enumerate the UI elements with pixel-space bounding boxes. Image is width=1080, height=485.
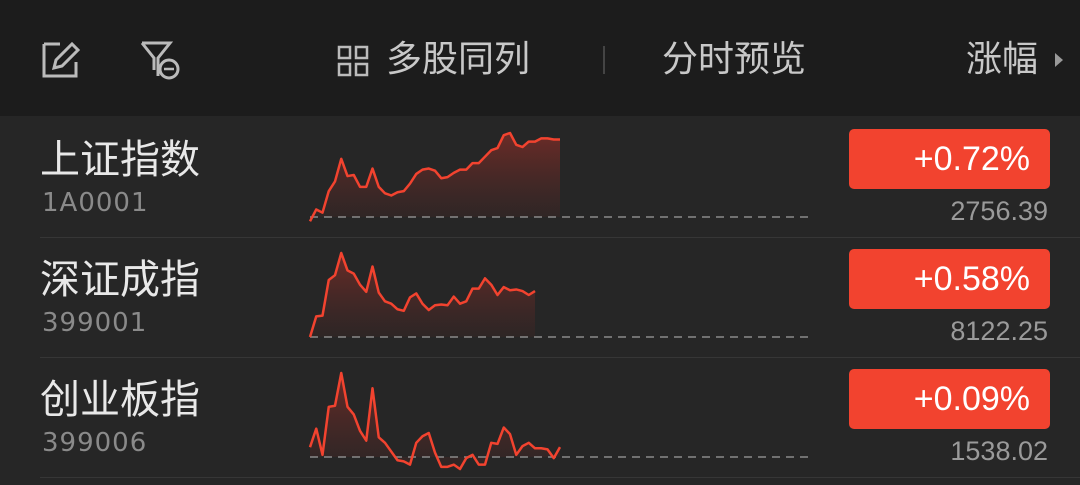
multi-column-button[interactable]: 多股同列 <box>386 39 531 80</box>
stock-code: 399001 <box>42 308 148 338</box>
sparkline-line <box>308 251 536 338</box>
stock-name: 深证成指 <box>40 257 200 303</box>
intraday-sparkline <box>308 251 808 338</box>
intraday-sparkline <box>308 371 808 471</box>
row-divider <box>40 237 1080 238</box>
filter-icon[interactable] <box>138 38 182 82</box>
row-divider <box>40 357 1080 358</box>
triangle-right-icon <box>1055 53 1063 67</box>
stock-code: 399006 <box>42 428 148 458</box>
stock-row[interactable]: 创业板指 399006 +0.09% 1538.02 <box>0 358 1080 478</box>
intraday-preview-button[interactable]: 分时预览 <box>662 39 807 80</box>
stock-row[interactable]: 上证指数 1A0001 +0.72% 2756.39 <box>0 118 1080 238</box>
stock-code: 1A0001 <box>42 188 149 218</box>
change-badge[interactable]: +0.09% <box>849 369 1050 429</box>
change-badge[interactable]: +0.58% <box>849 249 1050 309</box>
intraday-sparkline <box>308 131 808 222</box>
change-badge[interactable]: +0.72% <box>849 129 1050 189</box>
toolbar: 多股同列 分时预览 涨幅 <box>0 0 1080 116</box>
sparkline-area <box>310 133 560 222</box>
sparkline-line <box>308 131 560 222</box>
sparkline-line <box>308 371 562 471</box>
stock-price: 1538.02 <box>950 436 1048 466</box>
row-divider <box>40 477 1080 478</box>
stock-price: 8122.25 <box>950 316 1048 346</box>
stock-price: 2756.39 <box>950 196 1048 226</box>
stock-row[interactable]: 深证成指 399001 +0.58% 8122.25 <box>0 238 1080 358</box>
stock-name: 创业板指 <box>40 377 200 423</box>
grid-icon[interactable] <box>337 45 369 77</box>
sparkline-area <box>310 253 535 337</box>
stock-name: 上证指数 <box>40 137 200 183</box>
sort-by-change-button[interactable]: 涨幅 <box>966 39 1039 80</box>
edit-icon[interactable] <box>40 38 84 82</box>
divider <box>603 46 605 74</box>
